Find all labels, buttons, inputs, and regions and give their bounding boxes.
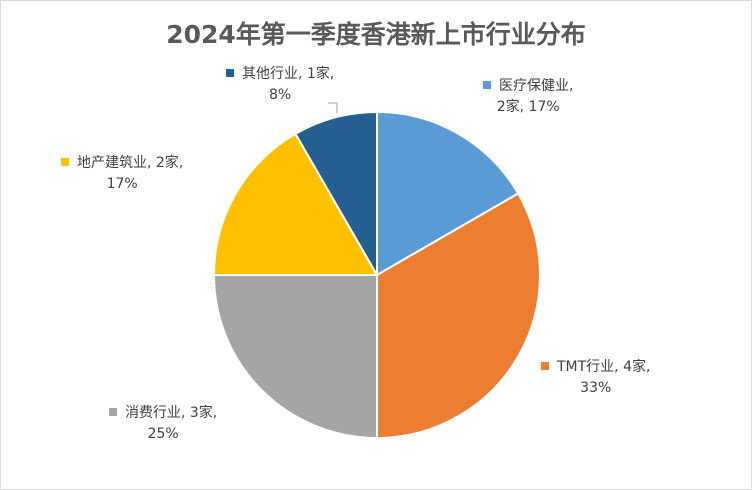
data-label-consumer-line1: 消费行业, 3家, <box>125 405 218 421</box>
pie-slice-healthcare <box>376 110 520 277</box>
pie-slice-other <box>294 110 378 279</box>
pie-slice-consumer <box>212 274 378 440</box>
data-label-property: 地产建筑业, 2家, 17% <box>61 153 183 195</box>
label-marker-healthcare <box>483 81 491 89</box>
data-label-other: 其他行业, 1家, 8% <box>226 64 334 106</box>
data-label-healthcare: 医疗保健业, 2家, 17% <box>483 76 573 118</box>
label-marker-property <box>61 158 69 166</box>
data-label-healthcare-line1: 医疗保健业, <box>499 78 574 94</box>
data-label-property-line1: 地产建筑业, 2家, <box>77 155 184 171</box>
data-label-healthcare-line2: 2家, 17% <box>496 99 560 115</box>
pie-slice-tmt <box>376 192 541 440</box>
chart-title: 2024年第一季度香港新上市行业分布 <box>166 20 586 49</box>
data-label-other-line1: 其他行业, 1家, <box>242 66 335 82</box>
data-label-consumer: 消费行业, 3家, 25% <box>109 403 217 445</box>
data-label-property-line2: 17% <box>106 176 138 192</box>
pie-slice-property <box>212 132 379 276</box>
data-label-tmt: TMT行业, 4家, 33% <box>541 357 650 399</box>
data-label-tmt-line1: TMT行业, 4家, <box>557 359 651 375</box>
label-marker-consumer <box>109 408 117 416</box>
data-label-consumer-line2: 25% <box>147 426 179 442</box>
label-marker-tmt <box>541 362 549 370</box>
leader-line-other <box>328 102 338 113</box>
data-label-other-line2: 8% <box>269 87 292 103</box>
label-marker-other <box>226 69 234 77</box>
data-label-tmt-line2: 33% <box>580 380 612 396</box>
